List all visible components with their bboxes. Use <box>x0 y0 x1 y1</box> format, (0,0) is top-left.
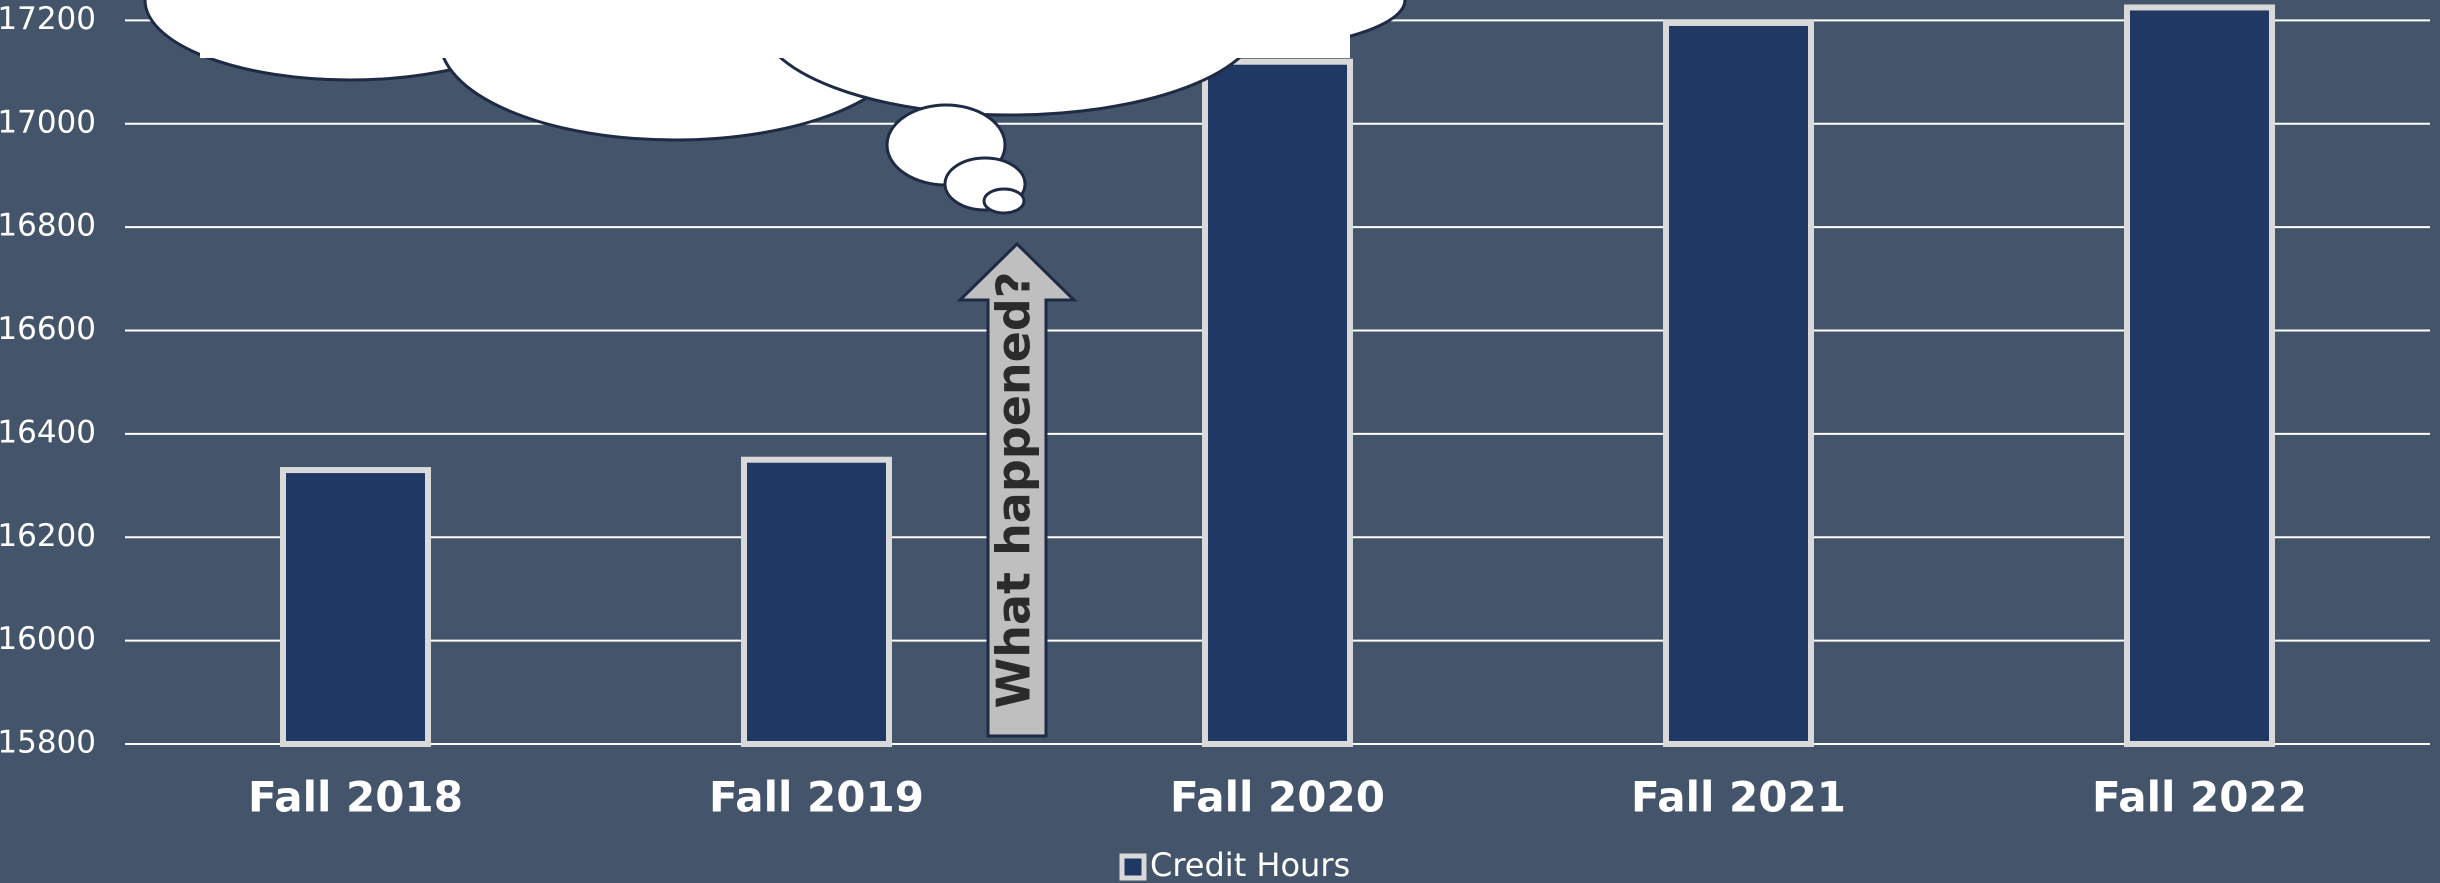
y-tick-label: 17200 <box>0 1 96 37</box>
x-tick-label: Fall 2022 <box>2092 773 2307 822</box>
legend-label: Credit Hours <box>1150 846 1350 883</box>
bar <box>741 456 892 747</box>
bar <box>1663 19 1814 748</box>
bar <box>1202 58 1353 748</box>
legend: Credit Hours <box>1119 846 1350 883</box>
annotation-text: What happened? <box>987 272 1041 709</box>
plot-area: 15800 16000 16200 16400 16600 16800 17000 17200… <box>0 1 2430 822</box>
annotation-arrow: What happened? <box>956 241 1078 738</box>
y-tick-label: 16000 <box>0 621 96 657</box>
x-tick-label: Fall 2019 <box>709 773 924 822</box>
x-tick-label: Fall 2020 <box>1170 773 1385 822</box>
x-tick-label: Fall 2021 <box>1631 773 1846 822</box>
legend-swatch <box>1119 853 1147 881</box>
y-tick-label: 16400 <box>0 414 96 450</box>
y-tick-label: 16600 <box>0 311 96 347</box>
thought-cloud <box>143 0 1407 215</box>
bar <box>2124 4 2275 747</box>
y-tick-label: 15800 <box>0 725 96 761</box>
x-tick-label: Fall 2018 <box>248 773 463 822</box>
y-tick-label: 16200 <box>0 518 96 554</box>
y-tick-label: 17000 <box>0 104 96 140</box>
bar <box>280 467 431 747</box>
y-tick-label: 16800 <box>0 208 96 244</box>
